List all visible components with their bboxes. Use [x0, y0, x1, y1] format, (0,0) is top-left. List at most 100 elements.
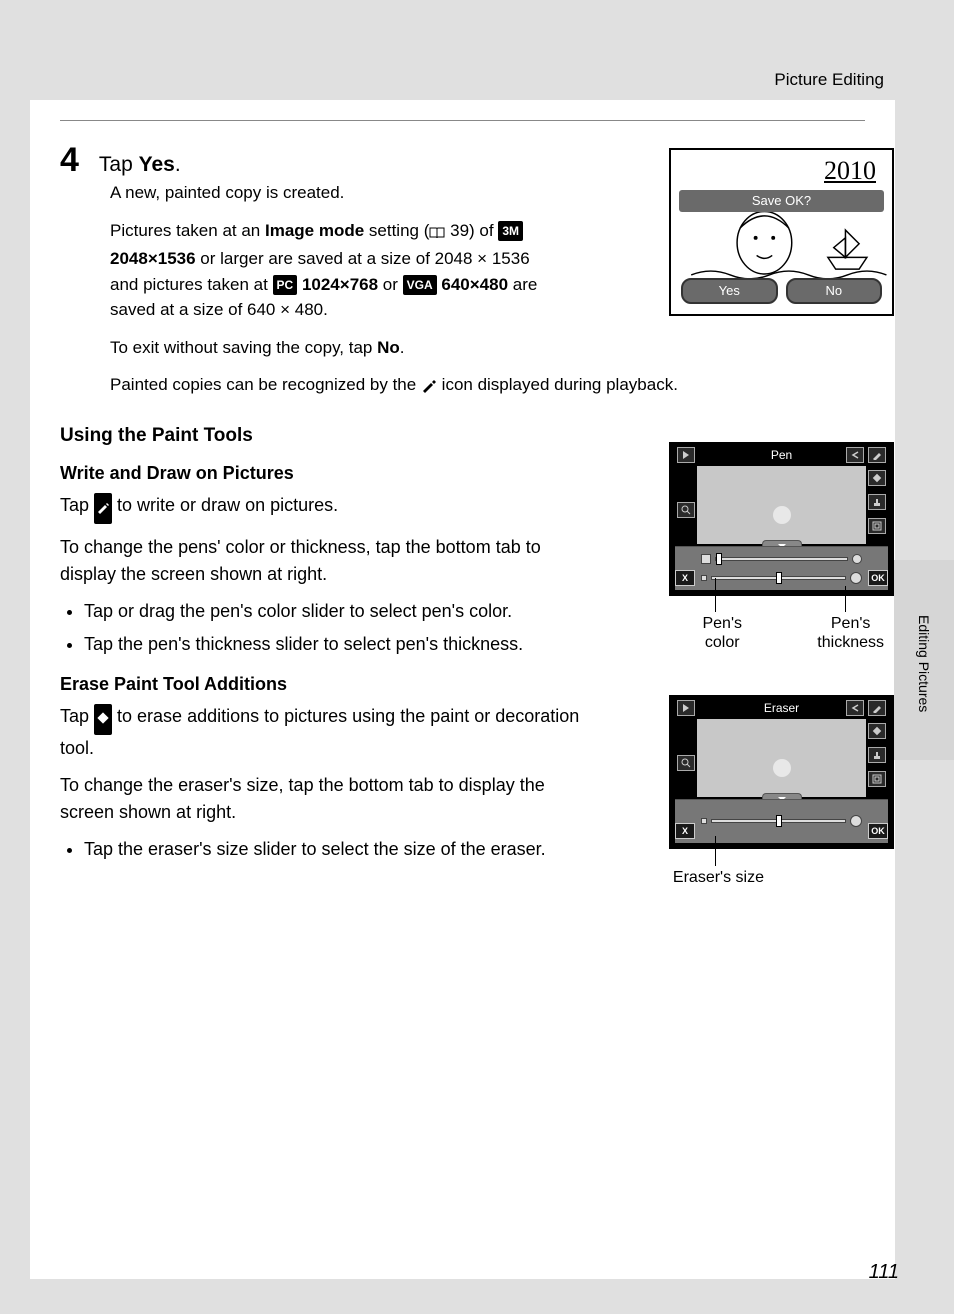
text: Tap	[60, 706, 94, 726]
cancel-button[interactable]: X	[675, 570, 695, 586]
zoom-icon[interactable]	[677, 755, 695, 771]
text: setting (	[364, 221, 429, 240]
canvas[interactable]	[697, 719, 866, 797]
yes-button[interactable]: Yes	[681, 278, 778, 304]
page-number: 111	[869, 1261, 899, 1284]
paragraph: Pictures taken at an Image mode setting …	[110, 218, 560, 323]
page: Picture Editing 4 Tap Yes. A new, painte…	[0, 0, 954, 1314]
paragraph: A new, painted copy is created.	[110, 180, 560, 206]
left-icons	[675, 470, 697, 518]
pen-tool-icon	[94, 493, 112, 524]
color-slider[interactable]	[701, 552, 862, 566]
callout-line	[715, 836, 716, 866]
badge-3m: 3M	[498, 221, 523, 241]
text-bold: 2048×1536	[110, 249, 196, 268]
text: or	[378, 275, 403, 294]
size-slider-handle[interactable]	[776, 815, 782, 827]
text: Tap	[60, 495, 94, 515]
text-bold: Image mode	[265, 221, 364, 240]
heading-erase: Erase Paint Tool Additions	[60, 674, 865, 695]
no-button[interactable]: No	[786, 278, 883, 304]
text: Painted copies can be recognized by the	[110, 375, 421, 394]
slider-panel	[675, 546, 888, 590]
text: Tap	[99, 153, 139, 176]
text: to write or draw on pictures.	[112, 495, 338, 515]
ok-button[interactable]: OK	[868, 823, 888, 839]
list-item: Tap the eraser's size slider to select t…	[84, 836, 574, 863]
step-title: Tap Yes.	[99, 153, 181, 177]
brush-preview	[773, 506, 791, 524]
callout-line	[845, 586, 846, 612]
text-bold: 1024×768	[297, 275, 378, 294]
save-dialog-illustration: 2010 Save OK? Yes No	[669, 148, 894, 316]
topbar: Eraser	[671, 697, 892, 719]
dialog-buttons: Yes No	[681, 278, 882, 304]
bullet-list: Tap or drag the pen's color slider to se…	[84, 598, 574, 658]
stamp-icon[interactable]	[868, 747, 886, 763]
bullet-list: Tap the eraser's size slider to select t…	[84, 836, 574, 863]
text: to erase additions to pictures using the…	[60, 706, 579, 758]
save-label: Save OK?	[679, 190, 884, 212]
text-bold: 640×480	[437, 275, 508, 294]
divider	[60, 120, 865, 121]
badge-vga: VGA	[403, 275, 437, 295]
ok-button[interactable]: OK	[868, 570, 888, 586]
callout-pen-thickness: Pen's thickness	[817, 614, 884, 652]
paragraph: To change the pens' color or thickness, …	[60, 534, 580, 588]
brush-preview	[773, 759, 791, 777]
badge-pc: PC	[273, 275, 298, 295]
step-number: 4	[60, 141, 79, 180]
color-slider-handle[interactable]	[716, 553, 722, 565]
callout-line	[715, 578, 716, 612]
paragraph: To change the eraser's size, tap the bot…	[60, 772, 580, 826]
callout-eraser-size: Eraser's size	[673, 868, 764, 887]
stamp-icon[interactable]	[868, 494, 886, 510]
text: icon displayed during playback.	[437, 375, 678, 394]
eraser-tool-icon	[94, 704, 112, 735]
paragraph: Painted copies can be recognized by the …	[110, 372, 865, 401]
undo-icon[interactable]	[846, 700, 864, 716]
text: To exit without saving the copy, tap	[110, 338, 377, 357]
book-icon	[429, 221, 445, 247]
paragraph: Tap to write or draw on pictures.	[60, 492, 580, 524]
thickness-slider[interactable]	[701, 571, 862, 585]
frame-icon[interactable]	[868, 771, 886, 787]
zoom-icon[interactable]	[677, 502, 695, 518]
pen-tool-screenshot: Pen X	[669, 442, 894, 596]
text-bold: No	[377, 338, 400, 357]
text: 39	[450, 221, 469, 240]
topbar: Pen	[671, 444, 892, 466]
paragraph: Tap to erase additions to pictures using…	[60, 703, 580, 762]
canvas[interactable]	[697, 466, 866, 544]
side-tab-label: Editing Pictures	[916, 615, 932, 712]
paragraph: To exit without saving the copy, tap No.	[110, 335, 560, 361]
text: ) of	[469, 221, 498, 240]
slider-panel	[675, 799, 888, 843]
list-item: Tap or drag the pen's color slider to se…	[84, 598, 574, 625]
section-text: Tap to erase additions to pictures using…	[60, 703, 580, 826]
text: .	[175, 153, 181, 176]
text: Pictures taken at an	[110, 221, 265, 240]
undo-icon[interactable]	[846, 447, 864, 463]
paint-icon	[421, 375, 437, 401]
text-bold: Yes	[139, 153, 175, 176]
section-text: Tap to write or draw on pictures. To cha…	[60, 492, 580, 588]
eraser-icon[interactable]	[868, 470, 886, 486]
left-icons	[675, 723, 697, 771]
size-slider[interactable]	[701, 814, 862, 828]
list-item: Tap the pen's thickness slider to select…	[84, 631, 574, 658]
eraser-tool-screenshot: Eraser X OK	[669, 695, 894, 849]
frame-icon[interactable]	[868, 518, 886, 534]
right-icons	[866, 723, 888, 787]
text: .	[400, 338, 405, 357]
year-text: 2010	[824, 156, 876, 186]
pen-icon[interactable]	[868, 447, 886, 463]
step-body: A new, painted copy is created. Pictures…	[110, 180, 560, 360]
thickness-slider-handle[interactable]	[776, 572, 782, 584]
eraser-icon[interactable]	[868, 723, 886, 739]
pen-icon[interactable]	[868, 700, 886, 716]
callout-pen-color: Pen's color	[702, 614, 742, 652]
header-section-title: Picture Editing	[774, 70, 884, 90]
right-icons	[866, 470, 888, 534]
cancel-button[interactable]: X	[675, 823, 695, 839]
